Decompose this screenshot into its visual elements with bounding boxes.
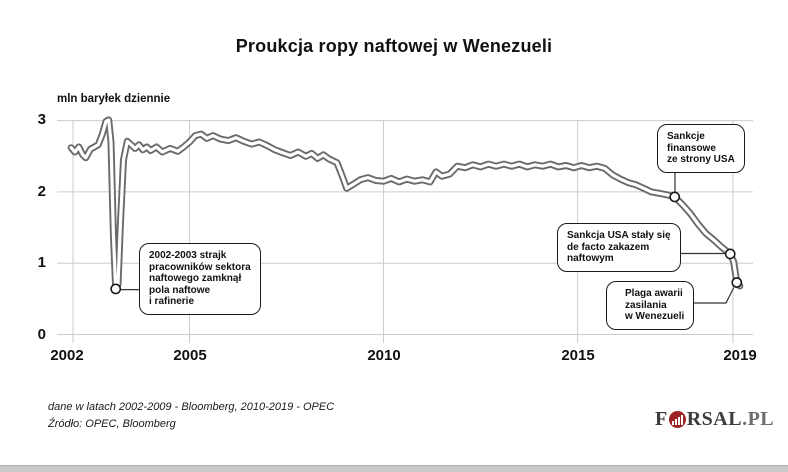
y-tick-label-1: 1 — [37, 254, 46, 271]
annotation-blackouts: Plaga awarii zasilania w Wenezueli — [606, 281, 695, 330]
y-tick-label-2: 2 — [37, 183, 46, 200]
x-tick-label-2005: 2005 — [173, 347, 207, 364]
data-point-markers — [110, 191, 743, 295]
x-tick-label-2019: 2019 — [723, 347, 757, 364]
annotation-oil-embargo: Sankcja USA stały się de facto zakazem n… — [557, 223, 681, 272]
production-line-core — [69, 118, 742, 291]
logo-letter-f: F — [655, 408, 668, 430]
x-tick-label-2015: 2015 — [561, 347, 595, 364]
annotation-financial-sanctions: Sankcje finansowe ze strony USA — [657, 124, 745, 173]
marker-strike-2002-2003 — [110, 283, 122, 295]
logo-tld: .PL — [742, 408, 775, 430]
x-tick-label-2002: 2002 — [50, 347, 84, 364]
y-axis-unit-label: mln baryłek dziennie — [57, 93, 171, 105]
logo-letters-rsal: RSAL — [686, 408, 743, 430]
y-tick-label-0: 0 — [37, 326, 46, 343]
source-note: Źródło: OPEC, Bloomberg — [48, 418, 176, 431]
marker-power-blackouts — [731, 277, 743, 288]
forsal-logo: F RSAL .PL — [655, 408, 774, 431]
marker-us-financial-sanctions — [669, 191, 681, 203]
data-range-note: dane w latach 2002-2009 - Bloomberg, 201… — [48, 401, 335, 413]
bottom-border-strip — [0, 465, 788, 472]
annotation-strike: 2002-2003 strajk pracowników sektora naf… — [139, 243, 261, 315]
marker-us-oil-embargo — [724, 248, 736, 260]
x-tick-label-2010: 2010 — [367, 347, 401, 364]
chart-title: Proukcja ropy naftowej w Wenezueli — [235, 36, 553, 56]
bar-chart-icon — [668, 411, 686, 428]
footer-notes: dane w latach 2002-2009 - Bloomberg, 201… — [48, 399, 334, 433]
y-tick-label-3: 3 — [37, 111, 46, 128]
